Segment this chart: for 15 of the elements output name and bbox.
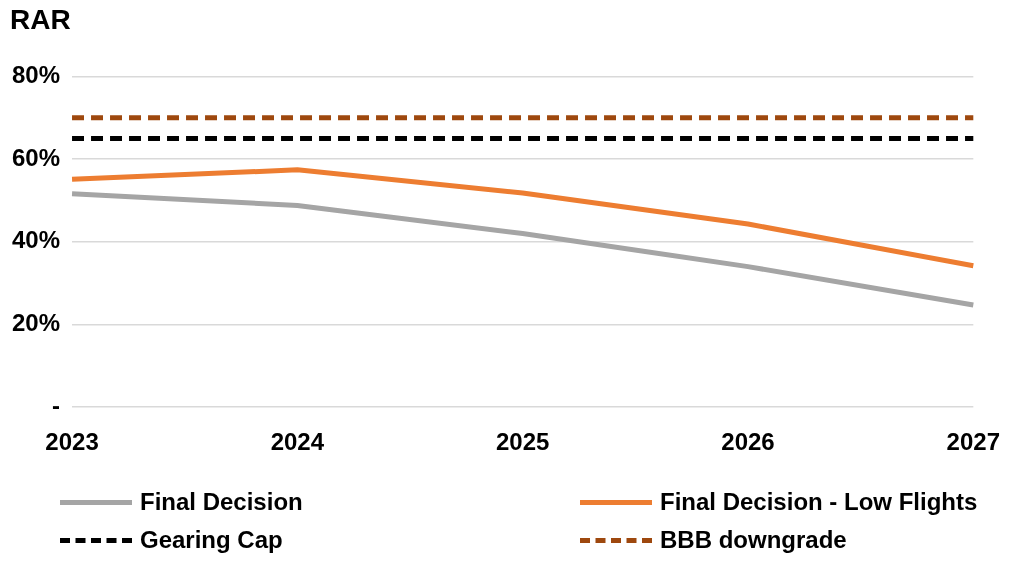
legend-label: Final Decision: [140, 488, 303, 516]
x-tick-label: 2026: [721, 428, 775, 456]
y-tick-label: 80%: [11, 61, 61, 89]
y-tick-label: 40%: [11, 226, 61, 254]
x-tick-label: 2023: [45, 428, 99, 456]
y-tick-label: -: [52, 391, 61, 419]
x-tick-label: 2027: [946, 428, 1000, 456]
legend-label: BBB downgrade: [660, 526, 847, 554]
x-tick-label: 2024: [270, 428, 325, 456]
y-tick-label: 20%: [11, 309, 61, 337]
y-tick-label: 60%: [11, 143, 61, 171]
chart-title: RAR: [10, 4, 71, 36]
x-tick-label: 2025: [495, 428, 550, 456]
legend-label: Final Decision - Low Flights: [660, 488, 978, 516]
legend-label: Gearing Cap: [140, 526, 283, 554]
